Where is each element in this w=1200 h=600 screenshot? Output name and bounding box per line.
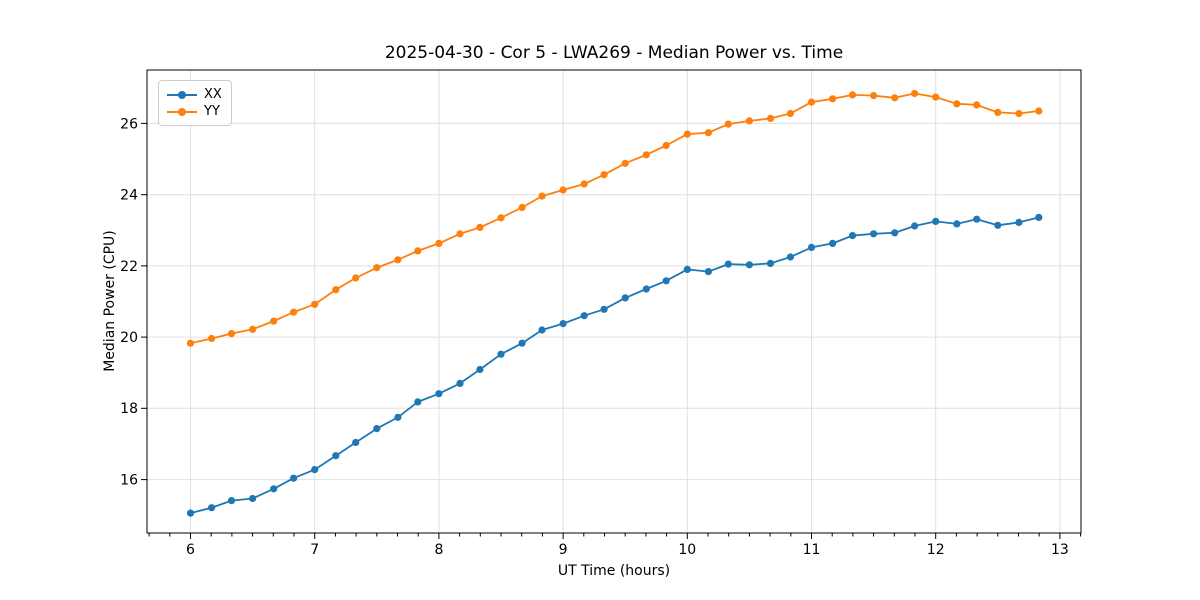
svg-text:20: 20 bbox=[120, 330, 138, 346]
y-axis-ticks bbox=[141, 122, 147, 481]
y-axis-tick-labels: 16 18 20 22 24 26 bbox=[120, 116, 138, 488]
svg-text:16: 16 bbox=[120, 473, 138, 489]
plot-frame bbox=[146, 69, 1082, 534]
y-axis-label: Median Power (CPU) bbox=[102, 230, 118, 372]
legend-label-yy: YY bbox=[204, 103, 220, 119]
svg-text:18: 18 bbox=[120, 401, 138, 417]
svg-text:24: 24 bbox=[120, 188, 138, 204]
series-xx bbox=[186, 213, 1043, 517]
svg-text:10: 10 bbox=[678, 542, 696, 558]
grid bbox=[147, 70, 1081, 533]
legend-label-xx: XX bbox=[204, 86, 222, 102]
chart-title: 2025-04-30 - Cor 5 - LWA269 - Median Pow… bbox=[384, 43, 844, 63]
svg-text:9: 9 bbox=[559, 542, 568, 558]
legend-marker-xx-icon bbox=[167, 88, 197, 102]
legend-marker-yy-icon bbox=[167, 105, 197, 119]
legend-item-yy: YY bbox=[167, 103, 222, 120]
svg-text:13: 13 bbox=[1051, 542, 1069, 558]
svg-text:26: 26 bbox=[120, 116, 138, 132]
x-axis-label: UT Time (hours) bbox=[557, 563, 671, 579]
x-axis-ticks bbox=[148, 533, 1082, 539]
series-yy bbox=[186, 89, 1043, 347]
svg-text:8: 8 bbox=[434, 542, 443, 558]
svg-text:12: 12 bbox=[927, 542, 945, 558]
legend-item-xx: XX bbox=[167, 86, 222, 103]
legend: XX YY bbox=[158, 80, 232, 126]
x-axis-tick-labels: 6 7 8 9 10 11 12 13 bbox=[186, 542, 1069, 558]
svg-text:6: 6 bbox=[186, 542, 195, 558]
svg-text:7: 7 bbox=[310, 542, 319, 558]
svg-text:22: 22 bbox=[120, 259, 138, 275]
svg-text:11: 11 bbox=[803, 542, 821, 558]
